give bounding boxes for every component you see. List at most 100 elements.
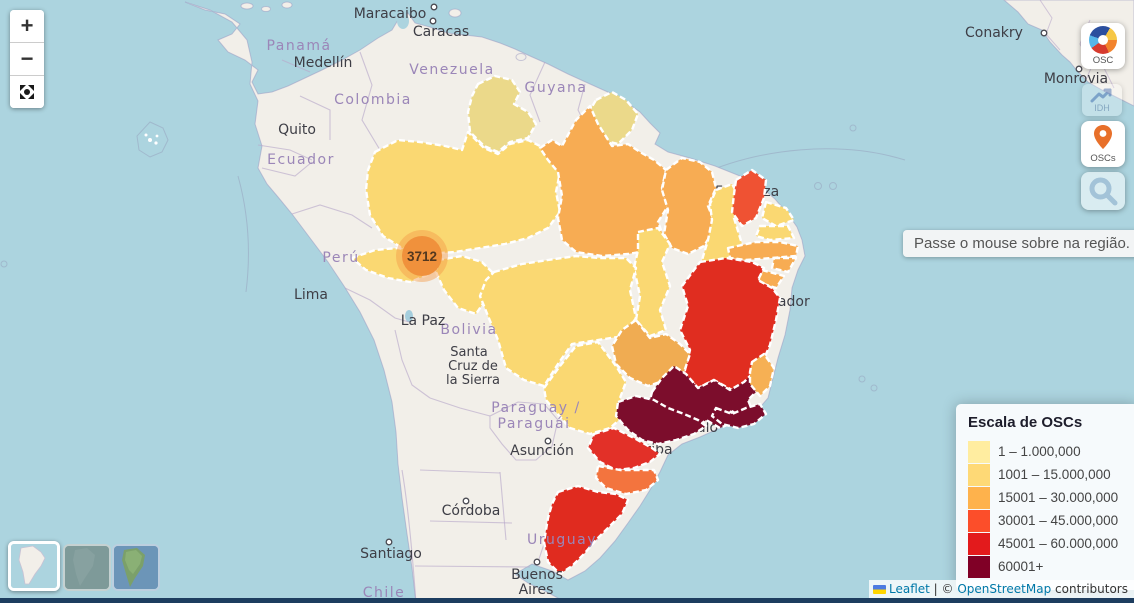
zoom-out-button[interactable]: −	[10, 43, 44, 76]
city-dot-caracas	[429, 17, 437, 25]
legend-row: 45001 – 60.000,000	[968, 532, 1126, 555]
state-RO[interactable]	[434, 254, 496, 316]
country-label-panama: Panamá	[266, 38, 331, 54]
eez-boundaries	[0, 121, 906, 392]
state-RS[interactable]	[542, 484, 630, 576]
state-AL[interactable]	[770, 256, 798, 274]
osc-home-button[interactable]: OSC	[1081, 23, 1125, 69]
state-ES[interactable]	[748, 352, 776, 398]
city-label-monrovia: Monrovia	[1044, 71, 1108, 87]
basemap-thumbnail-dark-preview	[65, 546, 109, 589]
marker-cluster[interactable]: 3712	[402, 236, 442, 276]
state-CE[interactable]	[730, 168, 768, 228]
country-label-venezuela: Venezuela	[409, 62, 494, 78]
legend-row: 1 – 1.000,000	[968, 440, 1126, 463]
attribution-separator: | ©	[929, 582, 958, 596]
trend-arrow-icon	[1090, 88, 1112, 102]
city-label-buenos: Buenos	[511, 567, 563, 583]
city-dot-asuncion	[544, 437, 552, 445]
basemap-thumbnail-satellite-preview	[114, 546, 158, 589]
idh-button-label: IDH	[1094, 102, 1110, 113]
country-label-peru: Perú	[322, 250, 359, 266]
legend-swatch-3	[968, 486, 990, 509]
legend-row: 30001 – 45.000,000	[968, 509, 1126, 532]
city-label-santiago: Santiago	[360, 546, 422, 562]
city-label-lima: Lima	[294, 287, 328, 303]
state-PR[interactable]	[586, 426, 662, 472]
page-bottom-bar	[0, 598, 1134, 603]
hover-instruction-tooltip: Passe o mouse sobre na região.	[903, 230, 1134, 257]
city-dot-maracaibo	[430, 3, 438, 11]
basemap-thumbnail-dark[interactable]	[63, 544, 111, 591]
city-labels: Maracaibo Caracas Medellín Quito Lima La…	[278, 6, 1108, 598]
country-label-ecuador: Ecuador	[267, 152, 335, 168]
state-SP[interactable]	[614, 394, 708, 446]
marker-cluster-count: 3712	[406, 248, 438, 264]
caribbean-islands	[240, 1, 527, 61]
city-dots	[385, 3, 1083, 566]
legend-row: 60001+	[968, 555, 1126, 578]
search-button[interactable]	[1081, 172, 1125, 210]
legend-swatch-6	[968, 555, 990, 578]
fullscreen-button[interactable]	[10, 76, 44, 108]
basemap-thumbnail-default[interactable]	[8, 541, 60, 591]
city-label-santa-cruz-2: Cruz de	[448, 359, 498, 374]
city-dot-santiago	[385, 538, 393, 546]
zoom-in-button[interactable]: +	[10, 10, 44, 43]
legend-row: 1001 – 15.000,000	[968, 463, 1126, 486]
choropleth-legend: Escala de OSCs 1 – 1.000,000 1001 – 15.0…	[956, 404, 1134, 590]
city-label-conakry: Conakry	[965, 25, 1023, 41]
state-PB[interactable]	[754, 224, 796, 242]
state-RN[interactable]	[760, 200, 796, 228]
fullscreen-icon	[20, 85, 34, 99]
state-AM[interactable]	[364, 130, 562, 256]
city-label-aires: Aires	[519, 582, 554, 598]
legend-label-6: 60001+	[998, 559, 1044, 574]
zoom-control: + −	[10, 10, 44, 108]
legend-swatch-2	[968, 463, 990, 486]
legend-swatch-4	[968, 509, 990, 532]
legend-label-4: 30001 – 45.000,000	[998, 513, 1119, 528]
city-label-cordoba: Córdoba	[442, 503, 501, 519]
state-MT[interactable]	[478, 254, 638, 388]
state-TO[interactable]	[632, 226, 672, 338]
country-label-chile: Chile	[363, 585, 406, 601]
city-label-santa-cruz-3: la Sierra	[446, 373, 500, 388]
legend-label-3: 15001 – 30.000,000	[998, 490, 1119, 505]
state-MA[interactable]	[660, 156, 718, 256]
basemap-thumbnail-satellite[interactable]	[112, 544, 160, 591]
country-label-paraguay-2: Paraguái	[498, 416, 571, 432]
city-label-santa-cruz-1: Santa	[450, 345, 488, 360]
country-label-uruguay: Uruguay	[527, 532, 597, 548]
state-PE[interactable]	[726, 240, 800, 262]
leaflet-link[interactable]: Leaflet	[889, 582, 930, 596]
osc-logo-icon	[1089, 26, 1117, 54]
state-RR[interactable]	[466, 74, 538, 154]
country-label-bolivia: Bolivia	[440, 322, 497, 338]
legend-row: 15001 – 30.000,000	[968, 486, 1126, 509]
country-label-paraguay-1: Paraguay /	[491, 400, 581, 416]
lake-titicaca	[405, 310, 413, 322]
city-label-la-paz: La Paz	[401, 313, 446, 329]
legend-label-1: 1 – 1.000,000	[998, 444, 1081, 459]
state-RJ[interactable]	[710, 402, 768, 430]
city-dot-monrovia	[1075, 65, 1083, 73]
lake-maracaibo	[397, 13, 409, 29]
openstreetmap-link[interactable]: OpenStreetMap	[957, 582, 1052, 596]
city-dot-buenos-aires	[533, 558, 541, 566]
attribution-suffix: contributors	[1051, 582, 1128, 596]
choropleth-layer	[350, 74, 800, 576]
basemap-thumbnail-default-preview	[11, 544, 57, 588]
osc-button-label: OSC	[1092, 55, 1114, 66]
city-dot-conakry	[1040, 29, 1048, 37]
country-label-guyana: Guyana	[524, 80, 587, 96]
city-label-medellin: Medellín	[294, 55, 353, 71]
country-label-colombia: Colombia	[334, 92, 412, 108]
oscs-layer-button[interactable]: OSCs	[1081, 121, 1125, 167]
galapagos-islets	[144, 133, 159, 145]
legend-swatch-1	[968, 440, 990, 463]
state-SC[interactable]	[594, 464, 660, 496]
city-label-maracaibo: Maracaibo	[354, 6, 427, 22]
idh-layer-button[interactable]: IDH	[1082, 84, 1122, 116]
